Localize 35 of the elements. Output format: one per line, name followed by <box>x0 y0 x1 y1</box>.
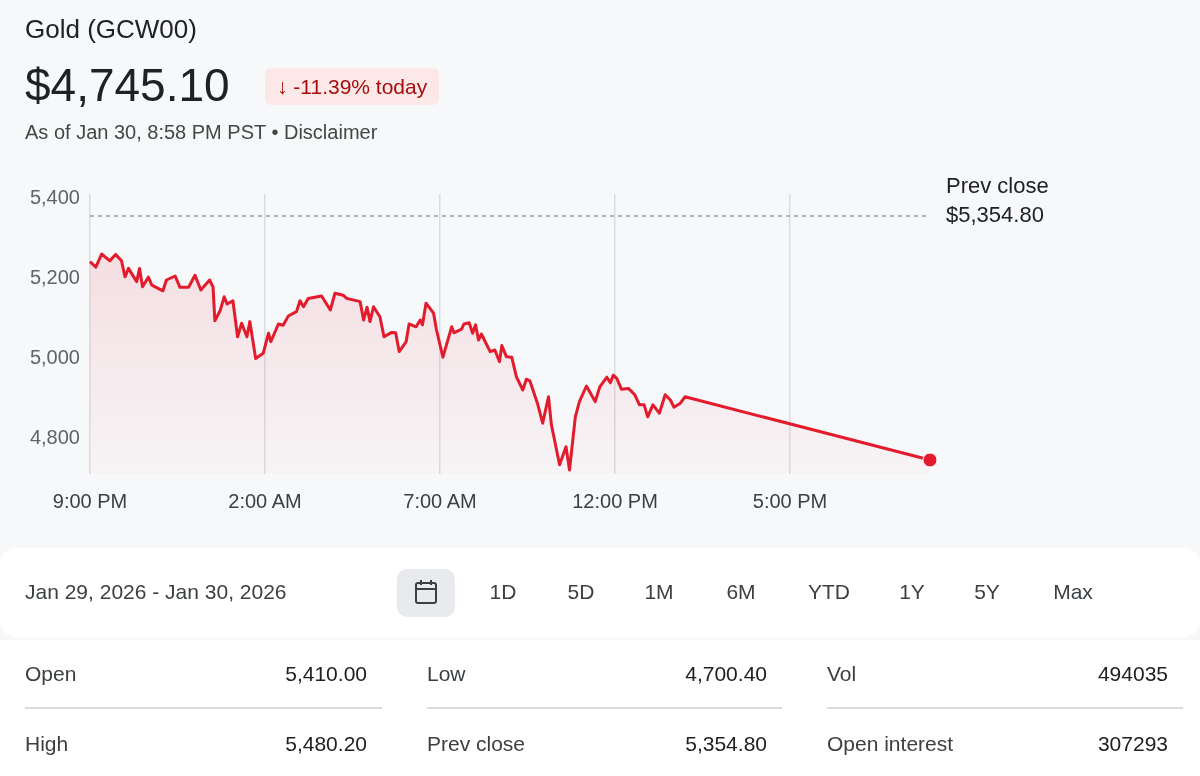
x-tick-label: 7:00 AM <box>403 489 477 512</box>
text: YTD <box>807 580 851 604</box>
text: 4,700.40 <box>685 662 767 686</box>
text: 5,354.80 <box>685 732 767 756</box>
text: Vol <box>827 662 857 686</box>
x-tick-label: 12:00 PM <box>572 489 658 512</box>
y-tick-label: 5,400 <box>29 185 80 208</box>
text: Max <box>1052 580 1094 604</box>
text: 1D <box>488 580 518 604</box>
text: Open interest <box>827 732 954 756</box>
text: Low <box>427 662 466 686</box>
chart-title: Gold (GCW00) <box>25 14 197 45</box>
text: As of Jan 30, 8:58 PM PST • Disclaimer <box>25 121 378 144</box>
text: 6M <box>725 580 757 604</box>
text: 1M <box>643 580 675 604</box>
text: 494035 <box>1097 662 1168 686</box>
text: Jan 29, 2026 - Jan 30, 2026 <box>25 580 287 604</box>
text: 5,410.00 <box>285 662 367 686</box>
text: 5,480.20 <box>285 732 367 756</box>
text: 1Y <box>898 580 926 604</box>
y-tick-label: 5,000 <box>29 345 80 368</box>
text: Prev close <box>427 732 526 756</box>
y-tick-label: 4,800 <box>29 425 80 448</box>
y-tick-label: 5,200 <box>29 265 80 288</box>
x-tick-label: 9:00 PM <box>52 489 128 512</box>
text: ↓ -11.39% today <box>265 68 440 105</box>
text: High <box>25 732 69 756</box>
text: 307293 <box>1097 732 1168 756</box>
text: 5Y <box>973 580 1001 604</box>
text: Open <box>25 662 77 686</box>
x-tick-label: 2:00 AM <box>228 489 302 512</box>
chart-subtitle: $4,745.10 <box>25 58 230 112</box>
x-tick-label: 5:00 PM <box>752 489 828 512</box>
text: 5D <box>566 580 596 604</box>
ref-line-label: Prev close $5,354.80 <box>946 173 1049 228</box>
